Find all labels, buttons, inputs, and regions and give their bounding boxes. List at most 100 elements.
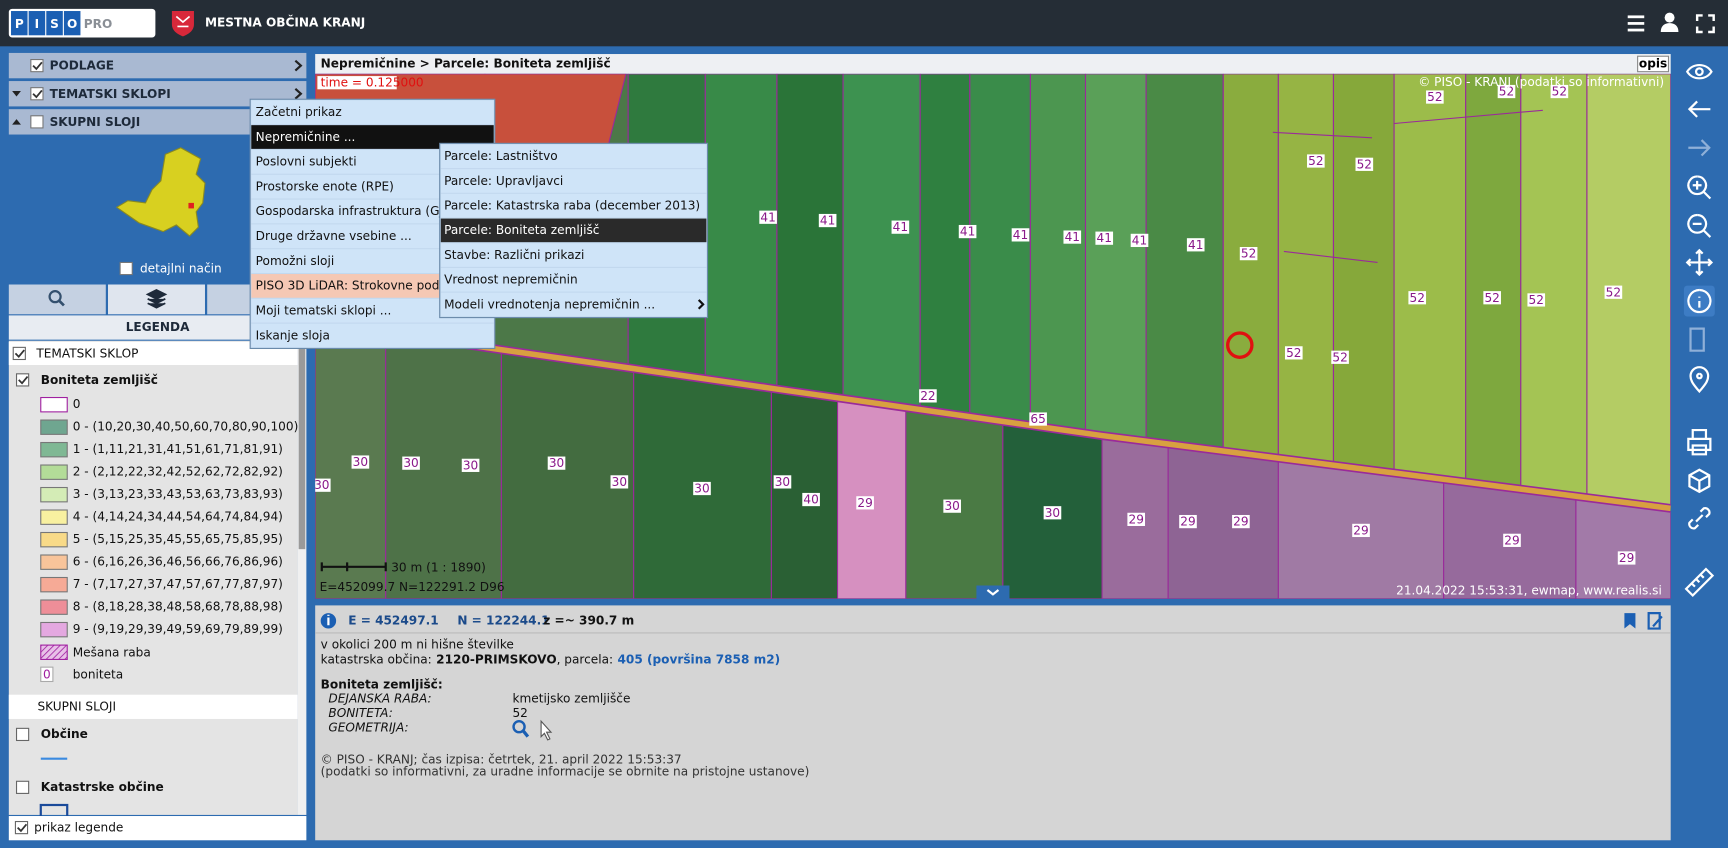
accordion-row[interactable] — [8, 52, 307, 79]
parcel-label: 52 — [1427, 90, 1442, 104]
detail-mode-label: detajlni način — [140, 262, 222, 276]
tool-icon[interactable] — [1684, 567, 1715, 598]
submenu-item-label[interactable]: Modeli vrednotenja nepremičnin ... — [444, 297, 655, 311]
tool-icon[interactable] — [1689, 366, 1710, 394]
parcel-label-bg — [1408, 291, 1427, 305]
menu-item[interactable] — [251, 199, 494, 224]
menu-item[interactable] — [251, 323, 494, 348]
field — [1222, 73, 1279, 456]
menu-item[interactable] — [251, 298, 494, 323]
parcel-value[interactable]: 405 (površina 7858 m2) — [617, 652, 780, 666]
scale-text: 30 m (1 : 1890) — [391, 560, 486, 574]
submenu-item[interactable] — [440, 243, 707, 267]
opis-label[interactable]: opis — [1639, 56, 1667, 70]
submenu-item[interactable] — [440, 218, 707, 243]
bookmark-icon[interactable] — [1624, 613, 1636, 629]
menu-item-label[interactable]: Druge državne vsebine ... — [256, 229, 412, 243]
menu-item-label[interactable]: Gospodarska infrastruktura (GJI — [256, 204, 447, 218]
menu-item-label[interactable]: Iskanje sloja — [256, 328, 330, 342]
search-icon-handle — [58, 300, 65, 307]
edit-icon[interactable] — [1647, 612, 1663, 630]
coord-z: z =~ 390.7 m — [543, 613, 634, 627]
submenu-item-label[interactable]: Parcele: Katastrska raba (december 2013) — [444, 198, 700, 212]
map-coords: E=452099.7 N=122291.2 D96 — [320, 580, 505, 594]
accordion-checkbox — [30, 58, 44, 73]
menu-item-label[interactable]: Moji tematski sklopi ... — [256, 303, 392, 317]
menu-item-label[interactable]: Prostorske enote (RPE) — [256, 179, 394, 193]
parcel-label: 30 — [1045, 506, 1060, 520]
tool-icon[interactable] — [1687, 175, 1712, 200]
submenu-item-label[interactable]: Parcele: Upravljavci — [444, 174, 563, 188]
menu-item[interactable] — [251, 149, 494, 174]
menu-item-label[interactable]: Pomožni sloji — [256, 254, 335, 268]
tool-icon[interactable] — [1687, 288, 1712, 314]
layer-checkbox[interactable] — [15, 727, 30, 742]
user-icon-head — [1664, 12, 1675, 23]
tool-icon[interactable] — [1685, 63, 1713, 80]
logo-box — [63, 11, 81, 36]
parcel-label-bg — [1604, 285, 1623, 299]
menu-item-label[interactable]: PISO 3D LiDAR: Strokovne podla — [256, 279, 451, 293]
legend-item-label: 3 - (3,13,23,33,43,53,63,73,83,93) — [73, 487, 283, 501]
parcel-label-bg — [759, 210, 777, 224]
tool-icon[interactable] — [1685, 248, 1714, 277]
cadastral-line: katastrska občina: 2120-PRIMSKOVO, parcel… — [321, 652, 781, 666]
submenu-item[interactable] — [440, 169, 707, 193]
parcel-label-bg — [351, 455, 370, 469]
map-canvas: 52 52 52 52 52 52 52 52 52 52 52 52 41 41 41 41 41 41 41 41… — [314, 73, 1671, 599]
tool-icon[interactable] — [1687, 100, 1711, 118]
parcel-label: 52 — [1308, 154, 1323, 168]
parcel-label: 30 — [314, 478, 329, 492]
menu-item[interactable] — [251, 125, 494, 149]
detail-checkbox[interactable] — [119, 261, 133, 276]
submenu-item-label[interactable]: Stavbe: Različni prikazi — [444, 248, 584, 262]
show-legend-checkbox[interactable] — [14, 820, 29, 835]
accordion-label: TEMATSKI SKLOPI — [50, 87, 171, 101]
field — [315, 325, 387, 599]
legend-layer-checkbox[interactable] — [15, 373, 30, 387]
menu-item-label[interactable]: Poslovni subjekti — [256, 155, 357, 169]
parcel-label-bg — [1029, 412, 1047, 426]
menu-item[interactable] — [251, 249, 494, 273]
menu-item[interactable] — [251, 224, 494, 249]
submenu-item[interactable] — [440, 267, 707, 292]
layer-checkbox[interactable] — [15, 780, 30, 794]
geometry-search[interactable] — [512, 719, 526, 734]
accordion-checkbox — [30, 115, 44, 129]
sample-box — [40, 666, 54, 683]
parcel-label: 41 — [960, 225, 975, 239]
menu-item[interactable] — [251, 274, 494, 298]
opis-button[interactable] — [1637, 55, 1670, 73]
tool-icon[interactable] — [1688, 468, 1711, 494]
row-key: DEJANSKA RABA: — [328, 692, 431, 706]
submenu-item-label[interactable]: Parcele: Lastništvo — [444, 149, 558, 163]
legend-item-label: Mešana raba — [73, 645, 151, 659]
scrollbar-track — [297, 340, 307, 815]
parcel-label: 29 — [1353, 523, 1368, 537]
thumbnail-marker — [188, 202, 194, 209]
menu-item-label[interactable]: Začetni prikaz — [256, 105, 342, 119]
tool-icon[interactable] — [1689, 327, 1705, 352]
legend-swatch — [40, 464, 68, 480]
tool-icon[interactable] — [1687, 213, 1712, 238]
submenu-item-label[interactable]: Parcele: Boniteta zemljišč — [444, 223, 599, 237]
accordion-label: PODLAGE — [50, 59, 115, 73]
submenu-item[interactable] — [440, 144, 707, 169]
tab-search[interactable] — [8, 284, 106, 315]
menu-item-label[interactable]: Nepremičnine ... — [256, 130, 356, 144]
submenu-item[interactable] — [440, 292, 707, 317]
legend-swatch — [40, 396, 68, 413]
menu-item[interactable] — [251, 100, 494, 125]
legend-group-checkbox[interactable] — [12, 346, 26, 361]
submenu-item[interactable] — [440, 193, 707, 218]
legend-swatch — [40, 486, 68, 503]
menu-item[interactable] — [251, 174, 494, 199]
submenu-item-label[interactable]: Vrednost nepremičnin — [444, 273, 578, 287]
tool-icon[interactable] — [1688, 507, 1711, 530]
show-legend-bg — [8, 816, 307, 841]
parcel-label: 29 — [1504, 533, 1519, 547]
tool-icon[interactable] — [1687, 428, 1712, 456]
row-key: GEOMETRIJA: — [328, 720, 408, 734]
legend-item-label: 4 - (4,14,24,34,44,54,64,74,84,94) — [73, 510, 283, 524]
tool-icon[interactable] — [1688, 139, 1711, 157]
